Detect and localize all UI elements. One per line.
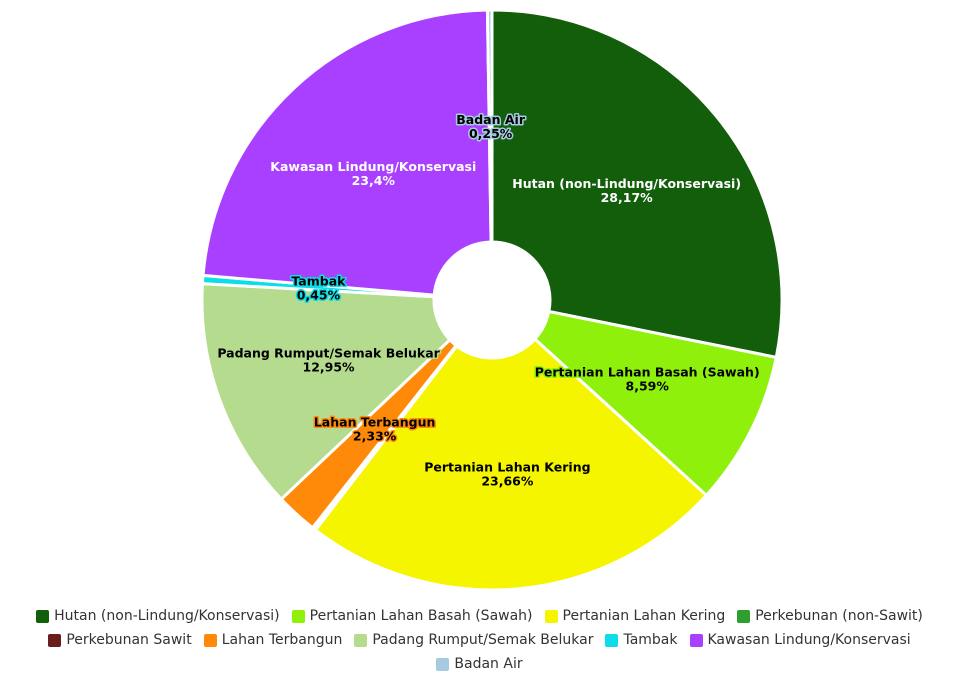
slice-label-value: 8,59% <box>626 379 670 394</box>
slice-label: Badan Air 0,25% <box>456 112 526 141</box>
legend-swatch <box>436 657 450 671</box>
slice-label: Kawasan Lindung/Konservasi 23,4% <box>270 159 476 188</box>
slice-label-name: Pertanian Lahan Basah (Sawah) <box>535 365 760 380</box>
legend-swatch <box>544 609 558 623</box>
legend-item[interactable]: Pertanian Lahan Basah (Sawah) <box>291 606 533 626</box>
chart: Hutan (non-Lindung/Konservasi) 28,17% Pert… <box>200 8 784 592</box>
legend-item[interactable]: Perkebunan (non-Sawit) <box>737 606 923 626</box>
legend-label: Perkebunan (non-Sawit) <box>755 608 923 624</box>
slice-label-name: Padang Rumput/Semak Belukar <box>217 346 440 361</box>
slice-label: Hutan (non-Lindung/Konservasi) 28,17% <box>512 176 741 205</box>
slice-label-name: Kawasan Lindung/Konservasi <box>270 159 476 174</box>
legend-label: Tambak <box>623 632 678 648</box>
legend-swatch <box>36 609 50 623</box>
slice-label-name: Hutan (non-Lindung/Konservasi) <box>512 176 741 191</box>
legend-swatch <box>354 633 368 647</box>
legend-swatch <box>291 609 305 623</box>
slice <box>313 336 709 592</box>
slice-label: Tambak 0,45% <box>291 274 346 303</box>
legend: Hutan (non-Lindung/Konservasi) Pertanian … <box>0 606 959 674</box>
legend-label: Kawasan Lindung/Konservasi <box>707 632 911 648</box>
legend-item[interactable]: Kawasan Lindung/Konservasi <box>689 630 911 650</box>
slice-label-name: Badan Air <box>456 112 526 127</box>
slice <box>200 282 452 502</box>
slice <box>485 8 494 244</box>
slice-label-value: 28,17% <box>601 190 654 205</box>
slice-label-value: 0,45% <box>297 288 341 303</box>
legend-item[interactable]: Tambak <box>605 630 678 650</box>
legend-label: Badan Air <box>454 656 523 672</box>
slice-label: Padang Rumput/Semak Belukar 12,95% <box>217 346 440 375</box>
legend-swatch <box>605 633 619 647</box>
slice-label-value: 23,66% <box>481 473 534 488</box>
slice <box>532 309 779 498</box>
legend-item[interactable]: Pertanian Lahan Kering <box>544 606 726 626</box>
slice <box>490 8 784 360</box>
legend-label: Pertanian Lahan Kering <box>562 608 726 624</box>
slice-label-name: Lahan Terbangun <box>314 414 436 429</box>
legend-item[interactable]: Badan Air <box>436 654 523 674</box>
slice-label: Pertanian Lahan Kering 23,66% <box>424 459 590 488</box>
slice <box>201 8 493 297</box>
legend-item[interactable]: Padang Rumput/Semak Belukar <box>354 630 593 650</box>
legend-item[interactable]: Perkebunan Sawit <box>48 630 192 650</box>
legend-label: Hutan (non-Lindung/Konservasi) <box>54 608 280 624</box>
legend-swatch <box>203 633 217 647</box>
legend-label: Lahan Terbangun <box>221 632 343 648</box>
slice-label-value: 23,4% <box>352 173 396 188</box>
legend-swatch <box>48 633 62 647</box>
slice-label: Pertanian Lahan Basah (Sawah) 8,59% <box>535 365 760 394</box>
legend-swatch <box>689 633 703 647</box>
legend-label: Padang Rumput/Semak Belukar <box>372 632 594 648</box>
legend-label: Perkebunan Sawit <box>66 632 192 648</box>
slice-label-value: 0,25% <box>469 126 513 141</box>
legend-label: Pertanian Lahan Basah (Sawah) <box>309 608 533 624</box>
slice-label: Lahan Terbangun 2,33% <box>314 414 436 443</box>
slice-label-name: Pertanian Lahan Kering <box>424 459 590 474</box>
slice-label-value: 2,33% <box>353 428 397 443</box>
legend-item[interactable]: Lahan Terbangun <box>203 630 343 650</box>
legend-swatch <box>737 609 751 623</box>
legend-item[interactable]: Hutan (non-Lindung/Konservasi) <box>36 606 280 626</box>
slice-label-value: 12,95% <box>303 360 356 375</box>
slice-label-name: Tambak <box>291 274 346 289</box>
